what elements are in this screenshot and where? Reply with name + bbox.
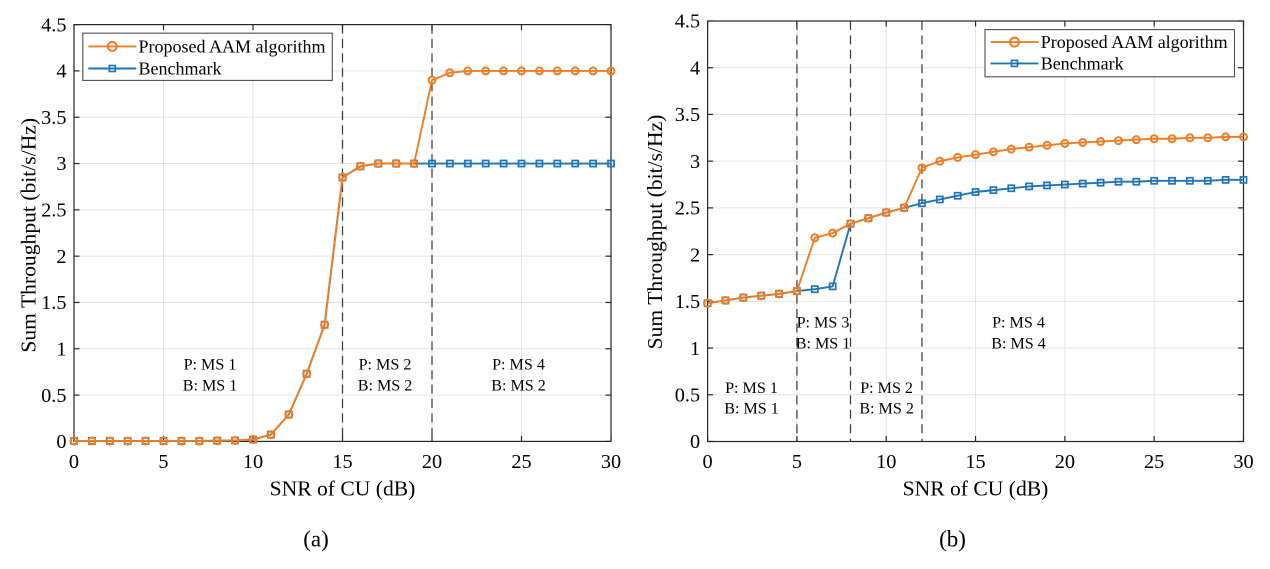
svg-text:15: 15: [332, 451, 352, 473]
svg-text:B: MS 2: B: MS 2: [859, 401, 914, 418]
svg-text:5: 5: [792, 451, 802, 473]
svg-text:(b): (b): [939, 527, 966, 552]
svg-text:B: MS 1: B: MS 1: [724, 401, 779, 418]
svg-text:2.5: 2.5: [675, 198, 700, 220]
svg-text:20: 20: [422, 451, 442, 473]
svg-text:1: 1: [690, 338, 700, 360]
svg-text:SNR of CU (dB): SNR of CU (dB): [270, 476, 416, 500]
svg-text:20: 20: [1055, 451, 1075, 473]
svg-text:Benchmark: Benchmark: [139, 58, 222, 78]
svg-text:B: MS 2: B: MS 2: [491, 377, 546, 394]
svg-text:0: 0: [690, 431, 700, 453]
svg-text:P: MS 2: P: MS 2: [860, 380, 913, 397]
svg-text:0.5: 0.5: [675, 384, 700, 406]
svg-text:10: 10: [243, 451, 263, 473]
svg-text:2.5: 2.5: [41, 200, 66, 222]
svg-text:2: 2: [56, 246, 66, 268]
svg-text:Benchmark: Benchmark: [1041, 53, 1124, 73]
svg-text:4: 4: [56, 61, 66, 83]
svg-text:P: MS 1: P: MS 1: [725, 380, 778, 397]
svg-text:0: 0: [69, 451, 79, 473]
svg-text:B: MS 1: B: MS 1: [796, 335, 851, 352]
svg-text:5: 5: [158, 451, 168, 473]
svg-text:1.5: 1.5: [41, 292, 66, 314]
svg-text:3: 3: [56, 153, 66, 175]
svg-text:3.5: 3.5: [675, 104, 700, 126]
svg-text:4.5: 4.5: [41, 14, 66, 36]
svg-text:Proposed AAM algorithm: Proposed AAM algorithm: [1041, 32, 1228, 52]
svg-text:0.5: 0.5: [41, 385, 66, 407]
svg-text:4.5: 4.5: [675, 11, 700, 33]
svg-text:P: MS 3: P: MS 3: [797, 315, 850, 332]
svg-text:25: 25: [1144, 451, 1164, 473]
svg-text:30: 30: [601, 451, 621, 473]
svg-text:P: MS 4: P: MS 4: [492, 357, 545, 374]
svg-text:0: 0: [56, 431, 66, 453]
svg-text:1.5: 1.5: [675, 291, 700, 313]
svg-text:(a): (a): [303, 527, 329, 552]
svg-text:P: MS 1: P: MS 1: [184, 357, 237, 374]
svg-text:Sum Throughput (bit/s/Hz): Sum Throughput (bit/s/Hz): [17, 118, 41, 353]
svg-text:Proposed AAM algorithm: Proposed AAM algorithm: [139, 36, 326, 56]
svg-text:P: MS 2: P: MS 2: [359, 357, 412, 374]
svg-text:4: 4: [690, 57, 700, 79]
svg-text:P: MS 4: P: MS 4: [992, 315, 1045, 332]
svg-text:2: 2: [690, 244, 700, 266]
svg-text:0: 0: [703, 451, 713, 473]
svg-text:3.5: 3.5: [41, 107, 66, 129]
svg-text:25: 25: [511, 451, 531, 473]
svg-text:B: MS 2: B: MS 2: [358, 377, 413, 394]
svg-text:B: MS 1: B: MS 1: [183, 377, 238, 394]
svg-text:30: 30: [1233, 451, 1253, 473]
svg-text:B: MS 4: B: MS 4: [991, 335, 1046, 352]
svg-text:Sum Throughput (bit/s/Hz): Sum Throughput (bit/s/Hz): [643, 115, 667, 350]
svg-text:10: 10: [876, 451, 896, 473]
svg-text:3: 3: [690, 151, 700, 173]
svg-text:SNR of CU (dB): SNR of CU (dB): [903, 476, 1049, 500]
svg-text:1: 1: [56, 338, 66, 360]
svg-text:15: 15: [965, 451, 985, 473]
